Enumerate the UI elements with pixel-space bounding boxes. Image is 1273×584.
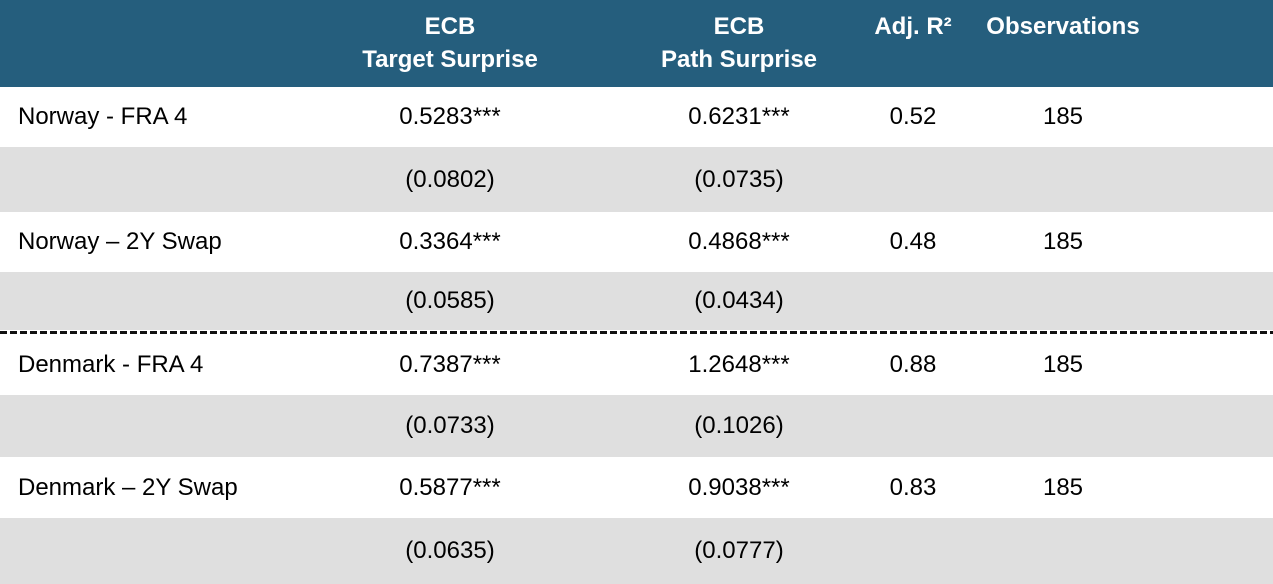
- adj-r2-value: 0.88: [889, 351, 937, 378]
- row-label: [0, 147, 280, 212]
- row-label: [0, 518, 280, 584]
- observations-value: [968, 147, 1158, 212]
- row-label: Norway – 2Y Swap: [18, 228, 222, 255]
- dashed-line: [0, 331, 1273, 334]
- header-ecb-target-surprise: ECB Target Surprise: [280, 0, 620, 87]
- section-divider: [0, 330, 1273, 335]
- row-label: Denmark - FRA 4: [18, 351, 204, 378]
- path-surprise-value: 1.2648***: [688, 351, 790, 378]
- row-label: Norway - FRA 4: [18, 103, 188, 130]
- observations-value: 185: [1042, 351, 1084, 378]
- path-surprise-se: (0.0777): [694, 537, 784, 564]
- header-filler: [1158, 0, 1273, 87]
- target-surprise-se: (0.0802): [405, 165, 495, 193]
- path-surprise-value: 0.4868***: [688, 228, 790, 255]
- target-surprise-se: (0.0733): [405, 412, 495, 439]
- target-surprise-value: 0.7387***: [399, 351, 501, 378]
- table-row-denmark-fra4-se: (0.0733) (0.1026): [0, 395, 1273, 457]
- target-surprise-value: 0.5877***: [399, 473, 501, 501]
- observations-value: 185: [1042, 228, 1084, 255]
- adj-r2-value: 0.48: [889, 228, 937, 255]
- path-surprise-value: 0.9038***: [688, 473, 790, 501]
- header-adj-r2: Adj. R²: [874, 13, 952, 40]
- table-row-norway-2y-swap-se: (0.0585) (0.0434): [0, 272, 1273, 330]
- header-path-line1: ECB: [713, 13, 765, 40]
- header-label-column: [0, 0, 280, 87]
- header-target-line1: ECB: [424, 13, 476, 40]
- path-surprise-se: (0.0434): [694, 287, 784, 314]
- target-surprise-value: 0.3364***: [399, 228, 501, 255]
- observations-value: 185: [1042, 473, 1084, 501]
- header-observations: Observations: [986, 13, 1140, 40]
- row-label: [0, 395, 280, 457]
- table-row-denmark-fra4: Denmark - FRA 4 0.7387*** 1.2648*** 0.88…: [0, 335, 1273, 395]
- adj-r2-value: 0.83: [889, 473, 937, 501]
- target-surprise-value: 0.5283***: [399, 103, 501, 130]
- row-label: Denmark – 2Y Swap: [18, 473, 238, 501]
- adj-r2-value: [858, 518, 968, 584]
- table-row-norway-fra4: Norway - FRA 4 0.5283*** 0.6231*** 0.52 …: [0, 87, 1273, 147]
- adj-r2-value: [858, 147, 968, 212]
- table-row-norway-fra4-se: (0.0802) (0.0735): [0, 147, 1273, 212]
- observations-value: [968, 272, 1158, 330]
- table-row-norway-2y-swap: Norway – 2Y Swap 0.3364*** 0.4868*** 0.4…: [0, 212, 1273, 272]
- observations-value: 185: [1042, 103, 1084, 130]
- header-target-line2: Target Surprise: [362, 46, 538, 73]
- path-surprise-se: (0.0735): [694, 165, 784, 193]
- table-header: ECB Target Surprise ECB Path Surprise Ad…: [0, 0, 1273, 87]
- target-surprise-se: (0.0585): [405, 287, 495, 314]
- path-surprise-value: 0.6231***: [688, 103, 790, 130]
- table-row-denmark-2y-swap-se: (0.0635) (0.0777): [0, 518, 1273, 584]
- adj-r2-value: [858, 272, 968, 330]
- header-ecb-path-surprise: ECB Path Surprise: [620, 0, 858, 87]
- adj-r2-value: 0.52: [889, 103, 937, 130]
- table-row-denmark-2y-swap: Denmark – 2Y Swap 0.5877*** 0.9038*** 0.…: [0, 457, 1273, 518]
- target-surprise-se: (0.0635): [405, 537, 495, 564]
- adj-r2-value: [858, 395, 968, 457]
- row-label: [0, 272, 280, 330]
- path-surprise-se: (0.1026): [694, 412, 784, 439]
- observations-value: [968, 518, 1158, 584]
- observations-value: [968, 395, 1158, 457]
- header-path-line2: Path Surprise: [660, 46, 818, 73]
